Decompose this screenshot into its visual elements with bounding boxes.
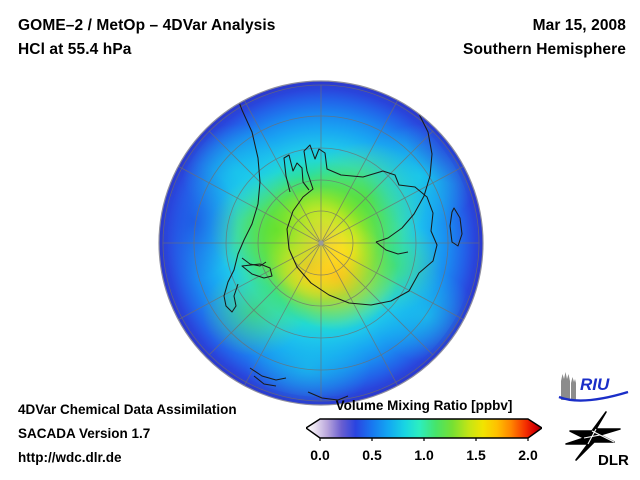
dlr-emblem-icon: [565, 411, 621, 461]
colorbar-tick-labels: 0.0 0.5 1.0 1.5 2.0: [306, 447, 542, 467]
riu-logo: RIU: [556, 370, 630, 404]
dlr-logo: DLR: [562, 410, 632, 469]
hemisphere-label: Southern Hemisphere: [463, 41, 626, 58]
page-subtitle: HCl at 55.4 hPa: [18, 41, 132, 58]
colorbar-tick-1: 0.5: [362, 447, 382, 463]
colorbar-title: Volume Mixing Ratio [ppbv]: [335, 398, 513, 413]
page-title: GOME–2 / MetOp – 4DVar Analysis: [18, 17, 276, 34]
south-pole-marker: [318, 240, 324, 246]
coastlines: [163, 89, 467, 401]
globe-disc: [158, 80, 484, 406]
cathedral-towers-icon: [561, 372, 576, 400]
footer-line-version: SACADA Version 1.7: [18, 426, 151, 441]
colorbar-tick-2: 1.0: [414, 447, 434, 463]
colorbar-tick-0: 0.0: [310, 447, 330, 463]
dlr-logo-text: DLR: [598, 452, 629, 468]
colorbar-gradient: [304, 417, 544, 446]
footer-line-assimilation: 4DVar Chemical Data Assimilation: [18, 402, 237, 417]
globe-svg: [158, 80, 484, 406]
riu-logo-text: RIU: [580, 375, 610, 394]
colorbar-tick-4: 2.0: [518, 447, 538, 463]
globe-map: [158, 80, 484, 406]
footer-line-url[interactable]: http://wdc.dlr.de: [18, 450, 122, 465]
riu-swoosh: [558, 390, 629, 402]
colorbar: Volume Mixing Ratio [ppbv] 0.0 0.5 1.0 1.5 2…: [304, 398, 544, 467]
date-label: Mar 15, 2008: [532, 17, 626, 34]
colorbar-tick-3: 1.5: [466, 447, 486, 463]
graticule: [162, 84, 480, 402]
